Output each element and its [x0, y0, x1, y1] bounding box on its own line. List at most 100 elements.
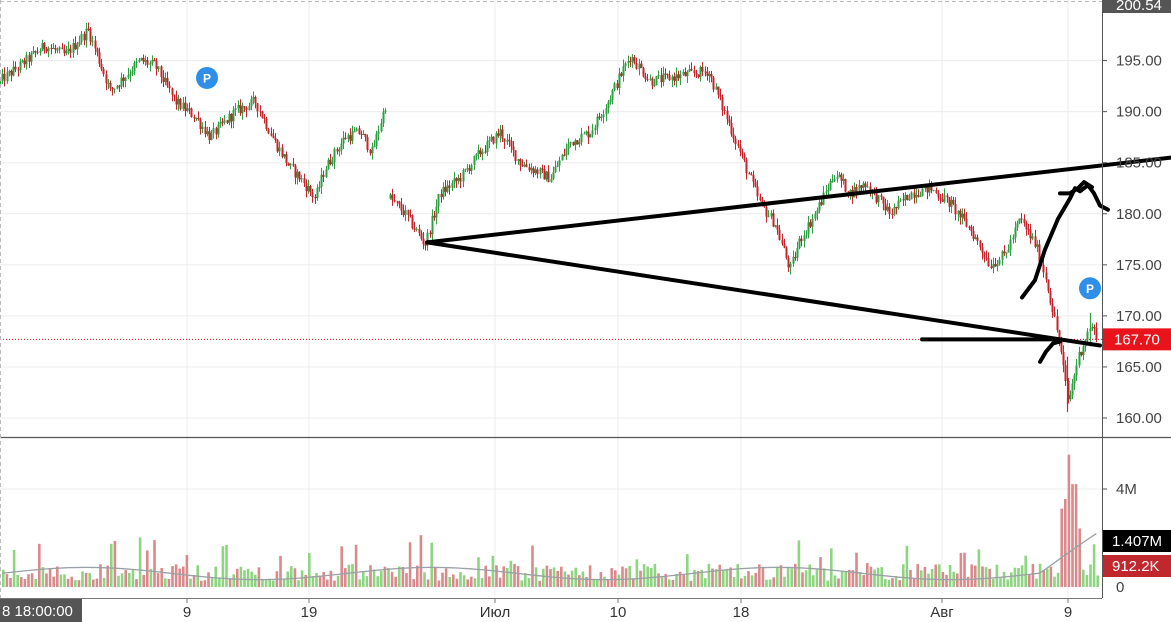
candle-body [393, 199, 396, 202]
volume-bar [758, 564, 761, 587]
volume-bar [657, 573, 660, 587]
volume-bar [981, 566, 984, 587]
volume-bar [801, 572, 804, 587]
candle-body [985, 257, 988, 259]
candle-body [303, 178, 306, 184]
volume-bar [963, 552, 966, 587]
candle-body [651, 78, 654, 86]
candle-body [904, 194, 907, 201]
volume-bar [20, 577, 23, 587]
volume-bar [794, 563, 797, 587]
candle-body [998, 259, 1001, 265]
max-price-badge [1103, 0, 1171, 13]
volume-bar [380, 570, 383, 587]
candlesticks [0, 22, 1098, 412]
volume-bar [534, 567, 538, 587]
volume-bar [135, 579, 138, 587]
candle-body [298, 171, 301, 180]
event-marker-icon [1079, 277, 1101, 300]
volume-bar [351, 564, 354, 587]
candle-body [600, 116, 603, 118]
volume-bar [419, 535, 423, 587]
candle-body [252, 97, 255, 99]
volume-bar [1092, 544, 1096, 587]
volume-bar [884, 579, 887, 587]
candle-body [175, 96, 178, 105]
candle-body [974, 237, 977, 239]
volume-bar [272, 580, 275, 587]
volume-bar [930, 568, 934, 587]
candle-body [860, 185, 863, 188]
candle-body [609, 99, 612, 103]
candle-body [620, 73, 623, 76]
event-marker-label: P [1086, 282, 1094, 296]
candle-body [429, 232, 432, 235]
volume-bar [300, 570, 304, 587]
candle-body [739, 145, 742, 152]
candle-body [543, 168, 546, 180]
candle-body [322, 174, 325, 177]
candle-body [241, 106, 244, 114]
volume-bar [1064, 498, 1067, 587]
candle-body [25, 55, 28, 65]
candle-body [193, 117, 196, 119]
candle-body [556, 165, 559, 167]
volume-bar [563, 571, 567, 587]
candle-body [230, 114, 233, 122]
volume-bar [477, 557, 480, 587]
volume-bar [63, 574, 66, 587]
volume-bar [480, 577, 484, 587]
volume-bar [848, 569, 851, 587]
volume-bar [977, 549, 981, 587]
volume-bar [358, 579, 361, 587]
candle-body [444, 186, 447, 192]
candle-body [118, 85, 121, 87]
volume-bar [9, 577, 12, 587]
volume-bar [927, 573, 930, 587]
candle-body [616, 83, 619, 88]
volume-bar [264, 580, 268, 587]
candle-body [261, 111, 264, 118]
candle-body [32, 51, 35, 54]
volume-bar [59, 574, 63, 587]
volume-bar [902, 564, 905, 587]
volume-bar [693, 569, 696, 587]
candle-body [228, 114, 231, 123]
candle-body [1018, 218, 1021, 224]
candle-body [50, 47, 53, 49]
candle-body [265, 118, 268, 130]
volume-bar [1056, 572, 1060, 587]
volume-bar [898, 580, 901, 587]
volume-bar [95, 578, 99, 587]
candle-body [433, 215, 436, 218]
volume-bar [948, 565, 952, 587]
candle-body [541, 168, 544, 170]
volume-bar [498, 577, 502, 587]
candle-body [517, 159, 520, 162]
volume-bar [23, 578, 27, 587]
volume-bar [934, 564, 937, 587]
candle-body [737, 144, 740, 146]
candle-body [164, 78, 167, 82]
candle-body [908, 199, 911, 201]
volume-bar [228, 579, 232, 587]
volume-bar [5, 574, 9, 587]
candle-body [149, 62, 152, 65]
candle-body [789, 263, 792, 268]
volume-bar [153, 540, 156, 587]
candle-body [10, 70, 13, 76]
volume-bar [167, 578, 171, 587]
volume-bar [434, 566, 437, 587]
volume-bar [408, 542, 412, 587]
time-tick-label: 19 [301, 604, 318, 621]
candle-body [1016, 223, 1019, 228]
candle-body [157, 66, 160, 69]
candle-body [638, 63, 641, 69]
candle-body [347, 135, 350, 140]
volume-bar [405, 573, 408, 587]
candle-body [146, 60, 149, 65]
candle-body [954, 203, 957, 215]
candle-body [276, 139, 279, 152]
